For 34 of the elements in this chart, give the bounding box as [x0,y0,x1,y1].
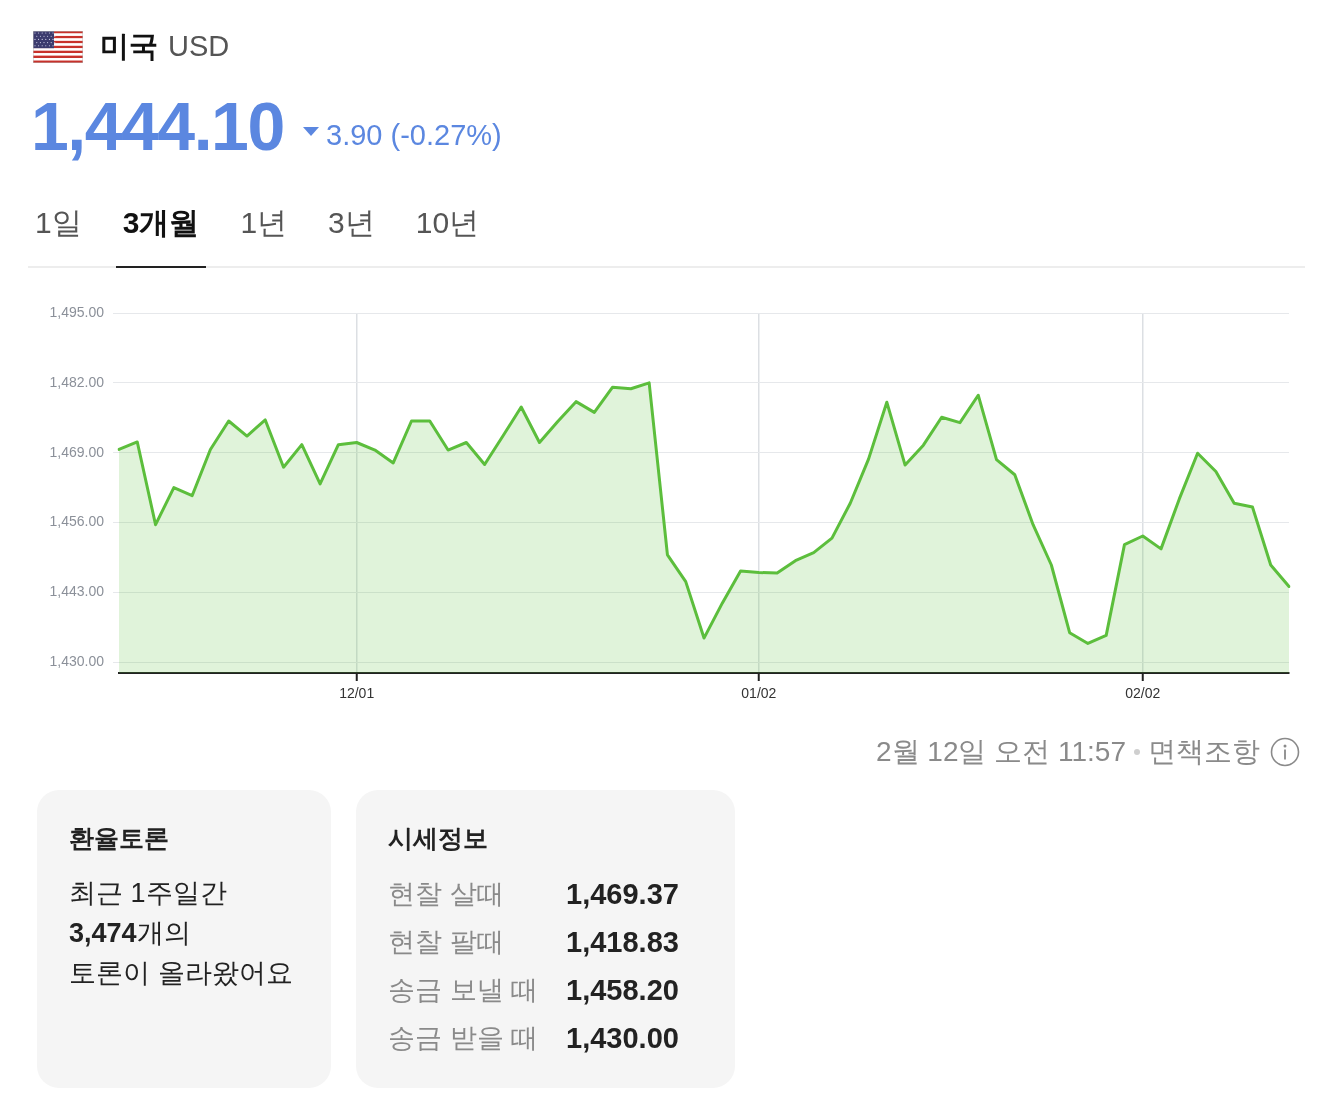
text: 1,469.37 [566,877,679,912]
text: 3년 [328,206,375,239]
text: 송금 받을 때 [388,1023,539,1053]
text: 현찰 살때 [388,879,504,909]
text: 1일 [35,206,82,239]
x-tick-label: 12/01 [339,685,375,702]
y-tick-label: 1,430.00 [49,653,105,670]
text: 1년 [240,206,288,239]
text: 3,474 [69,918,137,948]
text: 3개월 [122,206,200,239]
y-tick-label: 1,456.00 [49,513,105,530]
text: 3.90 (-0.27%) [326,119,502,151]
text: 1,444.10 [31,88,284,164]
chart-title: 미국 [100,30,158,62]
text: 토론이 올라왔어요 [69,958,293,988]
text: 환율토론 [69,824,169,852]
text: 시세정보 [388,824,488,852]
text: 현찰 팔때 [388,927,504,957]
x-tick-label: 01/02 [741,685,777,702]
y-tick-label: 1,482.00 [49,373,105,390]
text: 최근 1주일간 [69,878,227,908]
y-tick-label: 1,443.00 [49,583,105,600]
text: 1,418.83 [566,925,679,960]
y-tick-label: 1,495.00 [49,303,105,320]
text: 1,458.20 [566,973,679,1008]
text: 10년 [415,206,480,239]
chart-subtitle: USD [168,30,230,62]
text: 송금 보낼 때 [388,975,539,1005]
text: 1,430.00 [566,1021,679,1056]
text: 면책조항 [1148,735,1260,769]
y-tick-label: 1,469.00 [49,443,105,460]
text: 개의 [136,918,191,948]
x-tick-label: 02/02 [1125,685,1161,702]
text: 2월 12일 오전 11:57 [875,735,1126,769]
